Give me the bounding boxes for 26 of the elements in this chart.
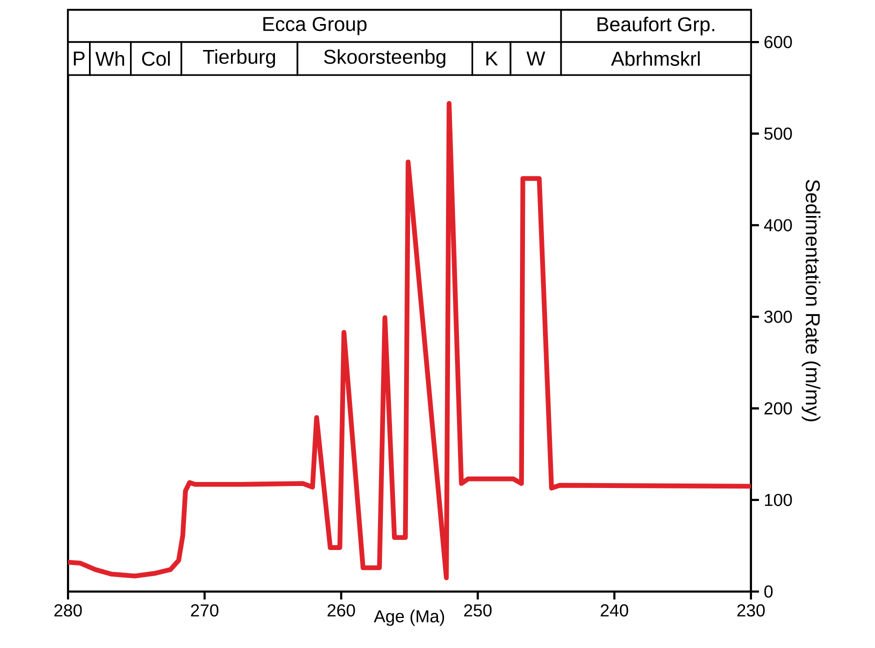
- x-tick-label: 260: [328, 604, 355, 616]
- x-tick-label: 270: [191, 604, 218, 616]
- band-label: K: [486, 52, 498, 66]
- band-label: Tierburg: [202, 49, 276, 68]
- band-label: Ecca Group: [263, 16, 367, 35]
- x-tick-label: 250: [464, 604, 492, 616]
- x-axis-title: Age (Ma): [374, 610, 444, 626]
- x-tick-label: 240: [600, 604, 628, 616]
- y-axis-title: Sedimentation Rate (m/my): [802, 180, 820, 422]
- band-label: Wh: [95, 51, 124, 66]
- band-label: W: [526, 52, 546, 66]
- band-label: Beaufort Grp.: [598, 16, 714, 36]
- y-tick-label: 600: [764, 36, 792, 48]
- band-label: Col: [142, 51, 170, 66]
- y-tick-label: 300: [764, 310, 792, 323]
- band-label: P: [74, 52, 85, 66]
- x-tick-label: 280: [54, 604, 82, 616]
- y-tick-label: 200: [764, 402, 792, 414]
- x-tick-label: 230: [737, 604, 765, 616]
- y-tick-label: 500: [764, 127, 792, 140]
- y-tick-label: 0: [764, 585, 773, 598]
- band-label: Skoorsteenbg: [324, 49, 446, 68]
- line-series: [68, 100, 751, 580]
- y-tick-label: 100: [764, 494, 792, 506]
- band-label: Abrhmskrl: [611, 51, 700, 66]
- y-tick-label: 400: [764, 218, 792, 232]
